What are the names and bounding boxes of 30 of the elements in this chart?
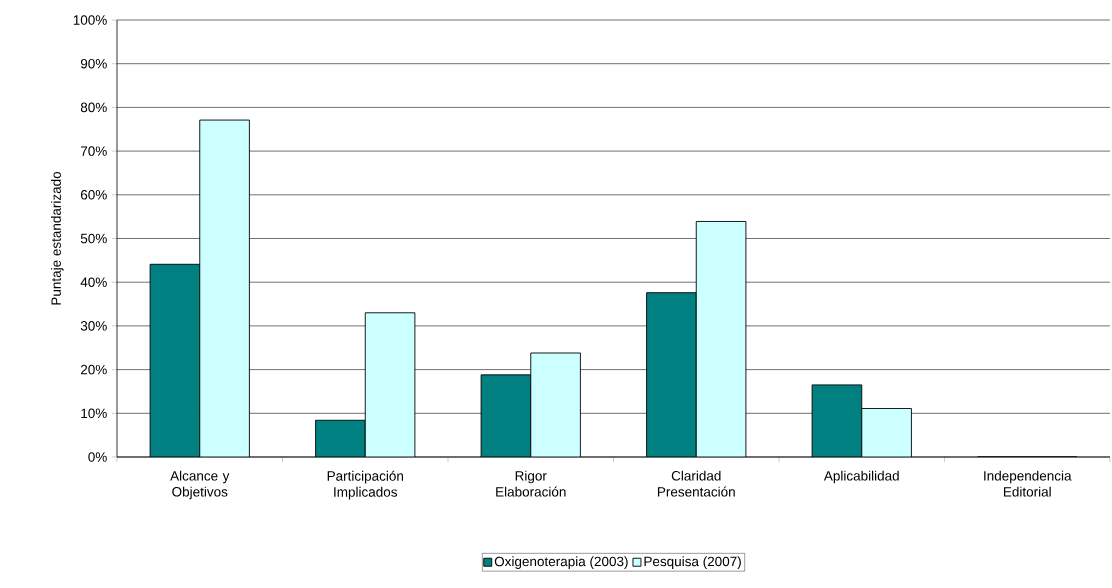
bar bbox=[646, 292, 697, 457]
bar bbox=[530, 352, 581, 457]
legend-label: Pesquisa (2007) bbox=[644, 556, 741, 569]
y-tick-label: 20% bbox=[80, 364, 107, 375]
bar bbox=[861, 408, 912, 457]
bar bbox=[365, 312, 415, 457]
y-tick-label: 40% bbox=[80, 277, 107, 287]
x-tick-label: Independencia Editorial bbox=[984, 470, 1072, 497]
y-tick-label: 100% bbox=[73, 15, 107, 25]
bar bbox=[696, 221, 746, 457]
bar bbox=[150, 264, 200, 457]
bar bbox=[199, 120, 250, 457]
x-tick-label: Rigor Elaboración bbox=[496, 470, 566, 497]
y-tick-label: 80% bbox=[80, 102, 107, 113]
legend-label: Oxigenoterapia (2003) bbox=[494, 556, 628, 569]
y-tick-label: 90% bbox=[80, 58, 107, 69]
y-tick-label: 0% bbox=[88, 452, 107, 462]
bar bbox=[812, 384, 862, 457]
bar bbox=[315, 420, 366, 457]
bar bbox=[481, 374, 531, 457]
y-tick-label: 60% bbox=[80, 190, 107, 200]
y-tick-label: 30% bbox=[80, 321, 107, 331]
x-tick-label: Alcance y Objetivos bbox=[170, 470, 230, 500]
y-tick-label: 70% bbox=[80, 146, 107, 156]
x-tick-label: Participación Implicados bbox=[327, 470, 403, 500]
x-tick-label: Aplicabilidad bbox=[823, 470, 899, 484]
x-tick-label: Claridad Presentación bbox=[657, 470, 735, 497]
y-tick-label: 50% bbox=[80, 233, 107, 244]
y-tick-label: 10% bbox=[81, 408, 107, 419]
y-axis-title: Puntaje estandarizado bbox=[50, 171, 64, 305]
